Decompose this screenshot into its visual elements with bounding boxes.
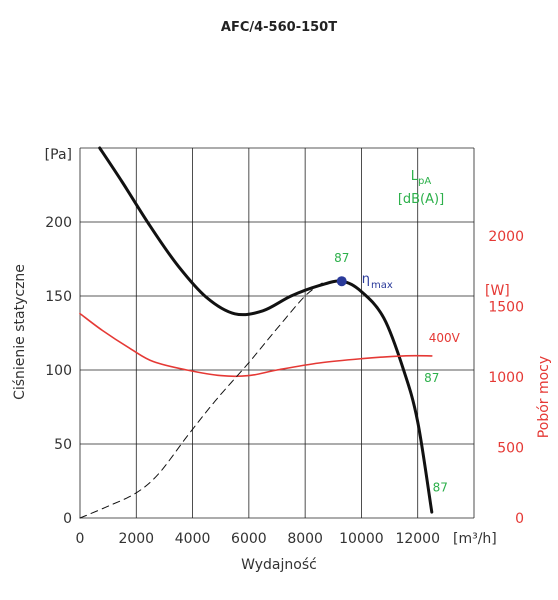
grid bbox=[79, 147, 475, 519]
y-tick-label-right: 1500 bbox=[488, 300, 524, 316]
x-tick-label: 12000 bbox=[395, 531, 440, 547]
y-tick-label-right: 500 bbox=[497, 441, 524, 457]
series-line-system-curve bbox=[79, 280, 326, 519]
y-tick-label-right: 0 bbox=[515, 511, 524, 527]
chart-title: AFC/4-560-150T bbox=[221, 20, 337, 35]
y-tick-label-left: 150 bbox=[45, 289, 72, 305]
y-ticks-right: 0 500 1000 1500 2000 bbox=[488, 229, 524, 527]
series-line-pressure bbox=[98, 146, 434, 514]
x-axis-label: Wydajność bbox=[241, 557, 317, 573]
noise-label-line2: [dB(A)] bbox=[398, 192, 444, 207]
y-tick-label-left: 200 bbox=[45, 215, 72, 231]
noise-label-line1: LpA bbox=[411, 169, 432, 187]
y-tick-label-left: 50 bbox=[54, 437, 72, 453]
noise-value-label: 87 bbox=[433, 480, 448, 494]
y-unit-left: [Pa] bbox=[45, 147, 72, 163]
x-tick-label: 0 bbox=[76, 531, 85, 547]
y-tick-label-right: 1000 bbox=[488, 370, 524, 386]
y-unit-right: [W] bbox=[485, 283, 510, 299]
x-tick-label: 2000 bbox=[118, 531, 154, 547]
x-tick-label: 10000 bbox=[339, 531, 384, 547]
eta-max-point bbox=[336, 276, 347, 287]
noise-value-label: 87 bbox=[424, 371, 439, 385]
noise-value-label: 87 bbox=[334, 251, 349, 265]
series-layer: 400V bbox=[79, 146, 461, 519]
y-axis-label-left: Ciśnienie statyczne bbox=[12, 264, 28, 400]
y-axis-label-right: Pobór mocy bbox=[536, 356, 552, 438]
y-tick-label-left: 100 bbox=[45, 363, 72, 379]
y-ticks-left: 0 50 100 150 200 bbox=[45, 215, 72, 527]
y-tick-label-right: 2000 bbox=[488, 229, 524, 245]
x-unit: [m³/h] bbox=[453, 531, 497, 547]
x-tick-label: 6000 bbox=[231, 531, 267, 547]
y-tick-label-left: 0 bbox=[63, 511, 72, 527]
x-tick-label: 8000 bbox=[287, 531, 323, 547]
x-ticks: 0 2000 4000 6000 8000 10000 12000 bbox=[76, 531, 440, 547]
series-line-power bbox=[79, 312, 433, 378]
x-tick-label: 4000 bbox=[175, 531, 211, 547]
annotations: ηmax 87 87 87 bbox=[334, 251, 448, 494]
series-label-power: 400V bbox=[429, 331, 461, 345]
eta-max-label: ηmax bbox=[362, 272, 393, 291]
